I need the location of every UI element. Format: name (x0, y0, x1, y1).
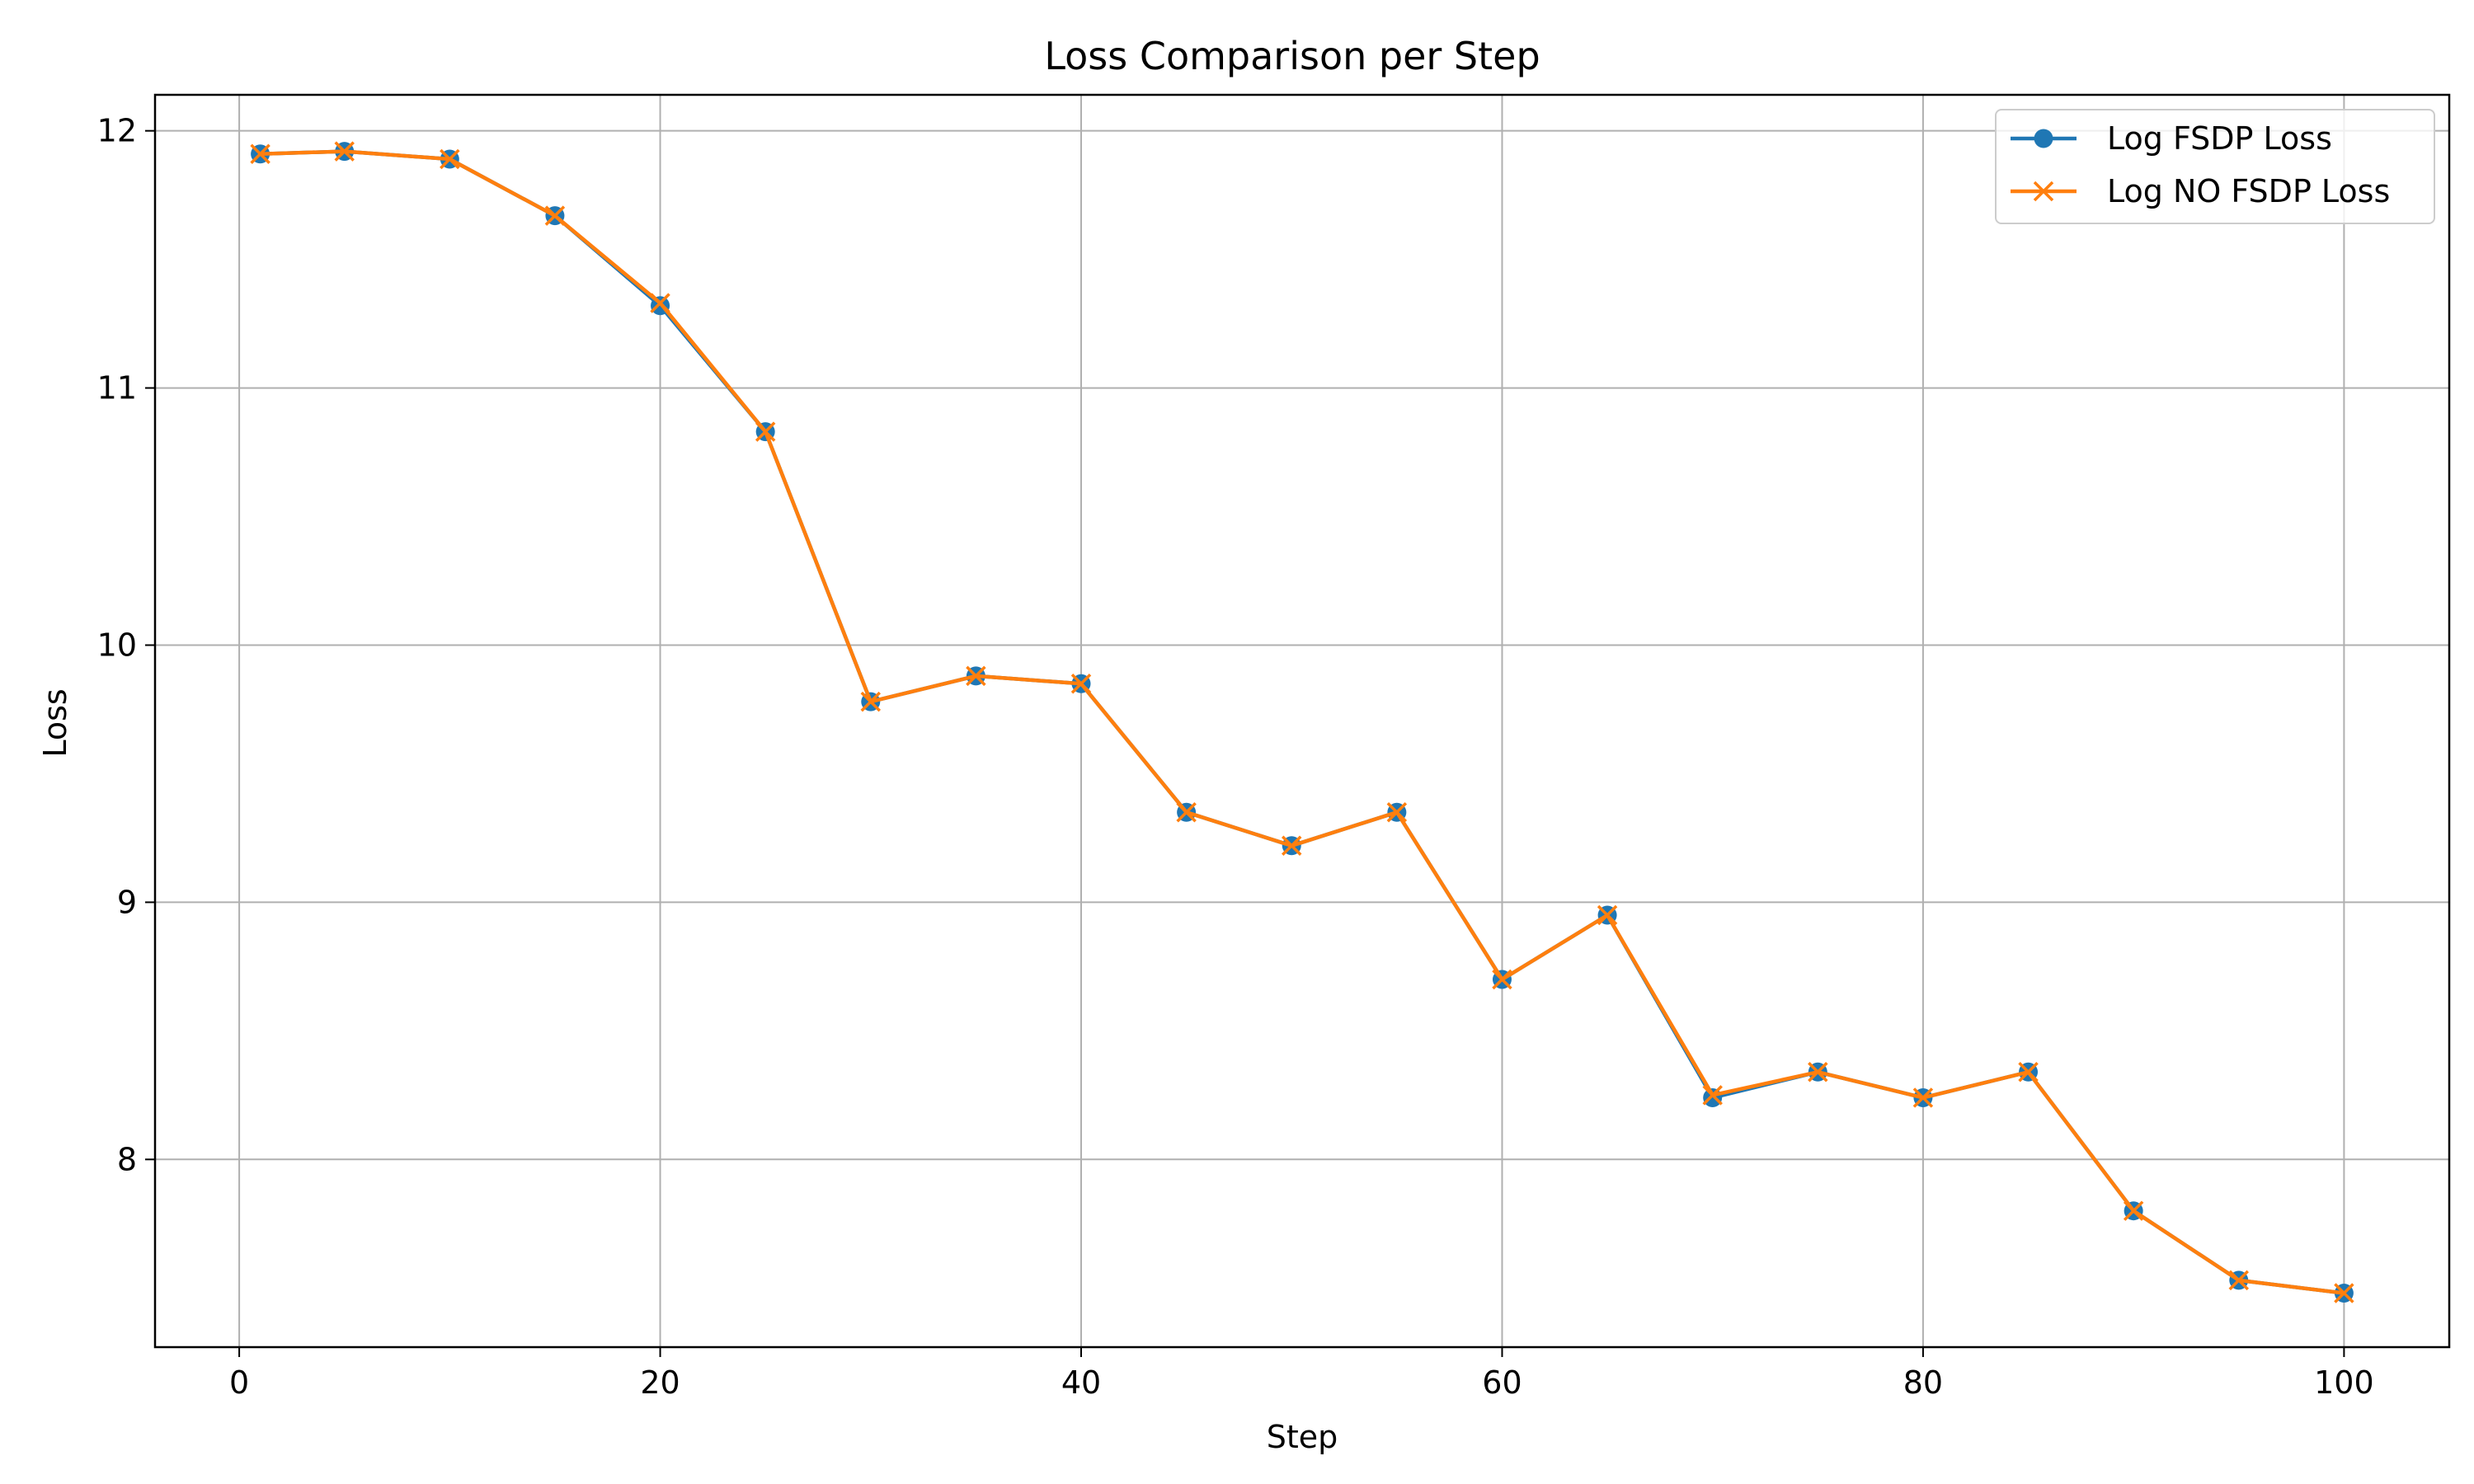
data-point (1703, 1087, 1723, 1107)
data-point (1386, 801, 1408, 823)
y-axis-label: Loss (37, 688, 73, 757)
y-tick-label: 8 (117, 1141, 137, 1177)
legend-item: Log NO FSDP Loss (2011, 173, 2390, 209)
data-point (1282, 835, 1302, 857)
y-tick-label: 10 (97, 627, 137, 663)
plot-frame (153, 93, 2451, 1349)
series-2 (250, 141, 2354, 1303)
chart-title: Loss Comparison per Step (1044, 34, 1540, 78)
data-point (1176, 801, 1197, 823)
data-point (440, 148, 460, 170)
y-tick-label: 9 (117, 884, 137, 920)
legend-item: Log FSDP Loss (2011, 120, 2332, 157)
data-point (1597, 904, 1618, 926)
data-point (650, 293, 670, 313)
axis-ticks: 0 20 40 60 80 100 8 9 10 11 12 (97, 113, 2374, 1401)
legend-marker (2034, 129, 2053, 148)
data-point (334, 141, 355, 162)
data-point (966, 665, 986, 687)
data-point (755, 421, 776, 442)
data-point (2018, 1062, 2039, 1082)
data-point (860, 691, 882, 712)
data-point (1912, 1087, 1934, 1108)
data-point (1070, 674, 1092, 694)
y-tick-label: 11 (97, 370, 137, 406)
x-axis-label: Step (1267, 1419, 1338, 1455)
y-tick-label: 12 (97, 113, 137, 149)
data-point (544, 205, 566, 226)
legend-marker (2033, 181, 2054, 202)
legend-box (1995, 109, 2435, 224)
data-point (2334, 1283, 2354, 1303)
data-point (1492, 969, 1512, 990)
x-tick-label: 40 (1061, 1364, 1101, 1401)
data-point (2228, 1270, 2250, 1291)
legend-label: Log FSDP Loss (2107, 120, 2332, 157)
data-point (1702, 1085, 1723, 1106)
x-tick-label: 60 (1482, 1364, 1522, 1401)
data-point (1808, 1062, 1828, 1082)
legend-label: Log NO FSDP Loss (2107, 173, 2390, 209)
legend: Log FSDP Loss Log NO FSDP Loss (1995, 109, 2435, 224)
series-layer (250, 141, 2354, 1303)
x-tick-label: 20 (640, 1364, 680, 1401)
x-tick-label: 100 (2314, 1364, 2374, 1401)
data-point (250, 143, 270, 164)
data-point (2123, 1200, 2144, 1221)
x-tick-label: 0 (229, 1364, 249, 1401)
x-tick-label: 80 (1903, 1364, 1943, 1401)
